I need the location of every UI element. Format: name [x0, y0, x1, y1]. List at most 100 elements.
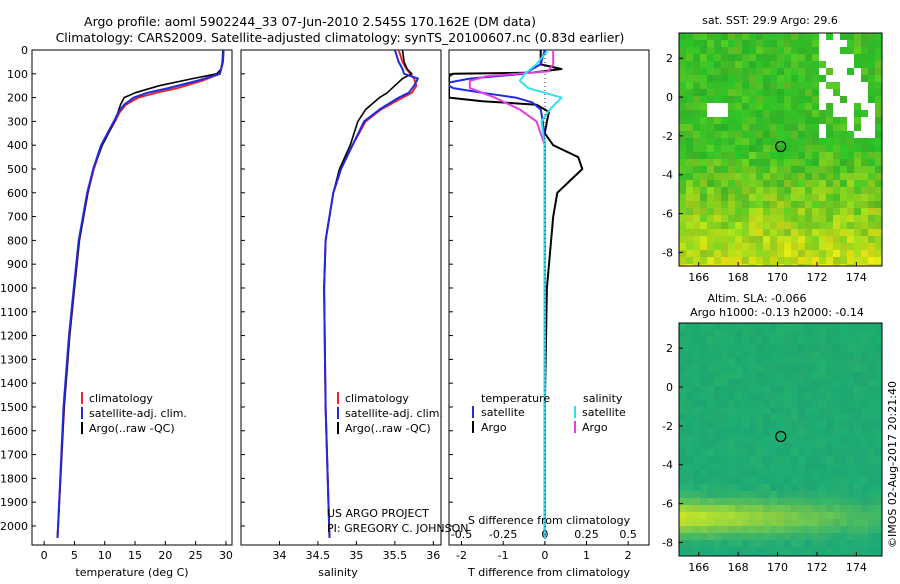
sst-cell — [756, 194, 764, 202]
sst-cell — [700, 222, 708, 230]
sst-cell — [721, 215, 729, 223]
sst-cell — [854, 201, 862, 209]
sla-cell — [693, 526, 701, 534]
sla-cell — [826, 449, 834, 457]
sst-cell — [770, 243, 778, 251]
sla-cell — [819, 533, 827, 541]
temp-diff-argo-line — [449, 50, 584, 538]
sla-cell — [686, 400, 694, 408]
sla-map-title: Altim. SLA: -0.066 — [707, 292, 806, 305]
sla-cell — [812, 358, 820, 366]
sst-cell — [693, 131, 701, 139]
sst-cell — [840, 208, 848, 216]
sla-cell — [868, 505, 876, 513]
sst-cell — [840, 117, 848, 125]
sst-cell — [819, 131, 827, 139]
sst-cell — [784, 138, 792, 146]
sla-cell — [693, 414, 701, 422]
sst-cell — [868, 222, 876, 230]
sla-cell — [840, 386, 848, 394]
sla-cell — [847, 533, 855, 541]
sla-cell — [728, 484, 736, 492]
sst-cell — [770, 264, 778, 266]
sst-cell — [749, 264, 757, 266]
sla-cell — [777, 547, 785, 555]
sla-cell — [784, 330, 792, 338]
sst-cell — [742, 229, 750, 237]
sst-cell — [735, 82, 743, 90]
depth-tick-label: 300 — [7, 115, 28, 128]
sla-cell — [763, 351, 771, 359]
sla-cell — [728, 519, 736, 527]
sst-cell — [875, 75, 882, 83]
sst-cell — [812, 243, 820, 251]
sla-cell — [707, 449, 715, 457]
sst-cell — [770, 208, 778, 216]
sst-cell — [791, 40, 799, 48]
sla-cell — [679, 533, 687, 541]
sst-cell — [693, 89, 701, 97]
sla-cell — [714, 519, 722, 527]
sla-cell — [833, 477, 841, 485]
sst-cell — [693, 229, 701, 237]
sst-cell — [777, 187, 785, 195]
sla-cell — [763, 435, 771, 443]
sla-cell — [756, 365, 764, 373]
sal-diff-satellite-line — [518, 50, 563, 538]
sst-cell — [700, 47, 708, 55]
sla-cell — [826, 337, 834, 345]
sst-cell — [728, 82, 736, 90]
sst-cell — [875, 187, 882, 195]
sla-cell — [819, 386, 827, 394]
sst-cell — [784, 264, 792, 266]
sst-cell — [840, 194, 848, 202]
sst-cell — [861, 96, 869, 104]
sst-cell — [763, 96, 771, 104]
sst-cell — [693, 264, 701, 266]
sla-cell — [770, 407, 778, 415]
difference-x-tick-label: 1 — [583, 549, 590, 562]
sst-cell — [854, 264, 862, 266]
sla-cell — [770, 547, 778, 555]
sst-cell — [798, 103, 806, 111]
sla-cell — [875, 526, 882, 534]
sst-cell — [861, 250, 869, 258]
sla-cell — [686, 505, 694, 513]
sst-heatmap — [679, 33, 882, 266]
sla-cell — [735, 407, 743, 415]
sst-cell — [707, 68, 715, 76]
sla-cell — [868, 414, 876, 422]
sla-cell — [693, 442, 701, 450]
sla-map-x-tick-label: 174 — [846, 561, 867, 574]
sla-cell — [854, 463, 862, 471]
sla-cell — [784, 344, 792, 352]
sla-cell — [693, 358, 701, 366]
sst-cell — [686, 103, 694, 111]
sla-cell — [721, 435, 729, 443]
sst-cell — [777, 40, 785, 48]
sst-cell — [749, 208, 757, 216]
sst-cell — [805, 243, 813, 251]
sst-cell — [728, 229, 736, 237]
sla-cell — [749, 330, 757, 338]
sla-cell — [742, 372, 750, 380]
sla-cell — [791, 512, 799, 520]
sla-cell — [847, 456, 855, 464]
sla-map-argo-marker — [775, 430, 787, 443]
sst-cell — [833, 40, 841, 48]
sla-cell — [777, 491, 785, 499]
sla-cell — [770, 330, 778, 338]
sla-cell — [868, 393, 876, 401]
sla-cell — [721, 407, 729, 415]
sla-cell — [707, 421, 715, 429]
sst-cell — [861, 152, 869, 160]
sla-cell — [791, 337, 799, 345]
sla-cell — [791, 407, 799, 415]
sst-cell — [735, 54, 743, 62]
sst-cell — [686, 110, 694, 118]
sla-cell — [693, 337, 701, 345]
sst-cell — [693, 33, 701, 41]
sst-cell — [826, 117, 834, 125]
sla-cell — [784, 386, 792, 394]
sla-cell — [679, 393, 687, 401]
